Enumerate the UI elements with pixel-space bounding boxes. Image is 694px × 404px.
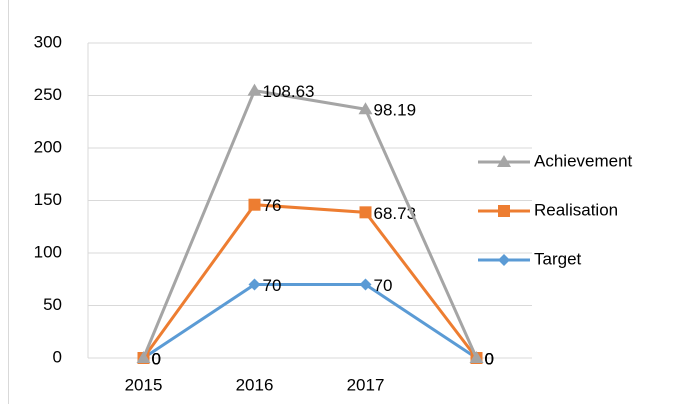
y-tick-label: 150 — [34, 190, 62, 209]
point — [469, 351, 484, 363]
y-tick-label: 100 — [34, 242, 62, 261]
data-label: 0 — [485, 349, 494, 368]
point — [497, 155, 511, 167]
line — [142, 283, 478, 360]
line — [142, 203, 478, 359]
y-tick-label: 0 — [53, 347, 62, 366]
data-label: 108.63 — [263, 82, 315, 101]
point — [359, 206, 372, 219]
data-label: 70 — [263, 276, 282, 295]
chart-border — [8, 0, 9, 404]
y-tick-label: 250 — [34, 85, 62, 104]
data-label: 68.73 — [374, 204, 417, 223]
point — [359, 278, 372, 291]
data-label: 0 — [152, 349, 161, 368]
legend-label: Achievement — [534, 151, 633, 170]
data-label: 70 — [374, 276, 393, 295]
data-label: 98.19 — [374, 101, 417, 120]
point — [248, 198, 261, 211]
point — [358, 102, 373, 115]
x-tick-label: 2017 — [347, 375, 385, 394]
point — [248, 278, 261, 291]
point — [498, 254, 510, 266]
point — [136, 351, 151, 363]
point — [498, 205, 510, 217]
data-label: 76 — [263, 196, 282, 215]
data-label: 0 — [152, 349, 161, 368]
x-tick-label: 2016 — [236, 375, 274, 394]
y-tick-label: 50 — [43, 295, 62, 314]
line — [142, 88, 478, 359]
data-label: 0 — [152, 349, 161, 368]
y-tick-label: 200 — [34, 137, 62, 156]
data-label: 0 — [485, 349, 494, 368]
data-label: 0 — [485, 349, 494, 368]
point — [247, 83, 262, 96]
legend-label: Target — [534, 249, 582, 268]
legend-label: Realisation — [534, 200, 618, 219]
y-tick-label: 300 — [34, 32, 62, 51]
x-tick-label: 2015 — [125, 375, 163, 394]
